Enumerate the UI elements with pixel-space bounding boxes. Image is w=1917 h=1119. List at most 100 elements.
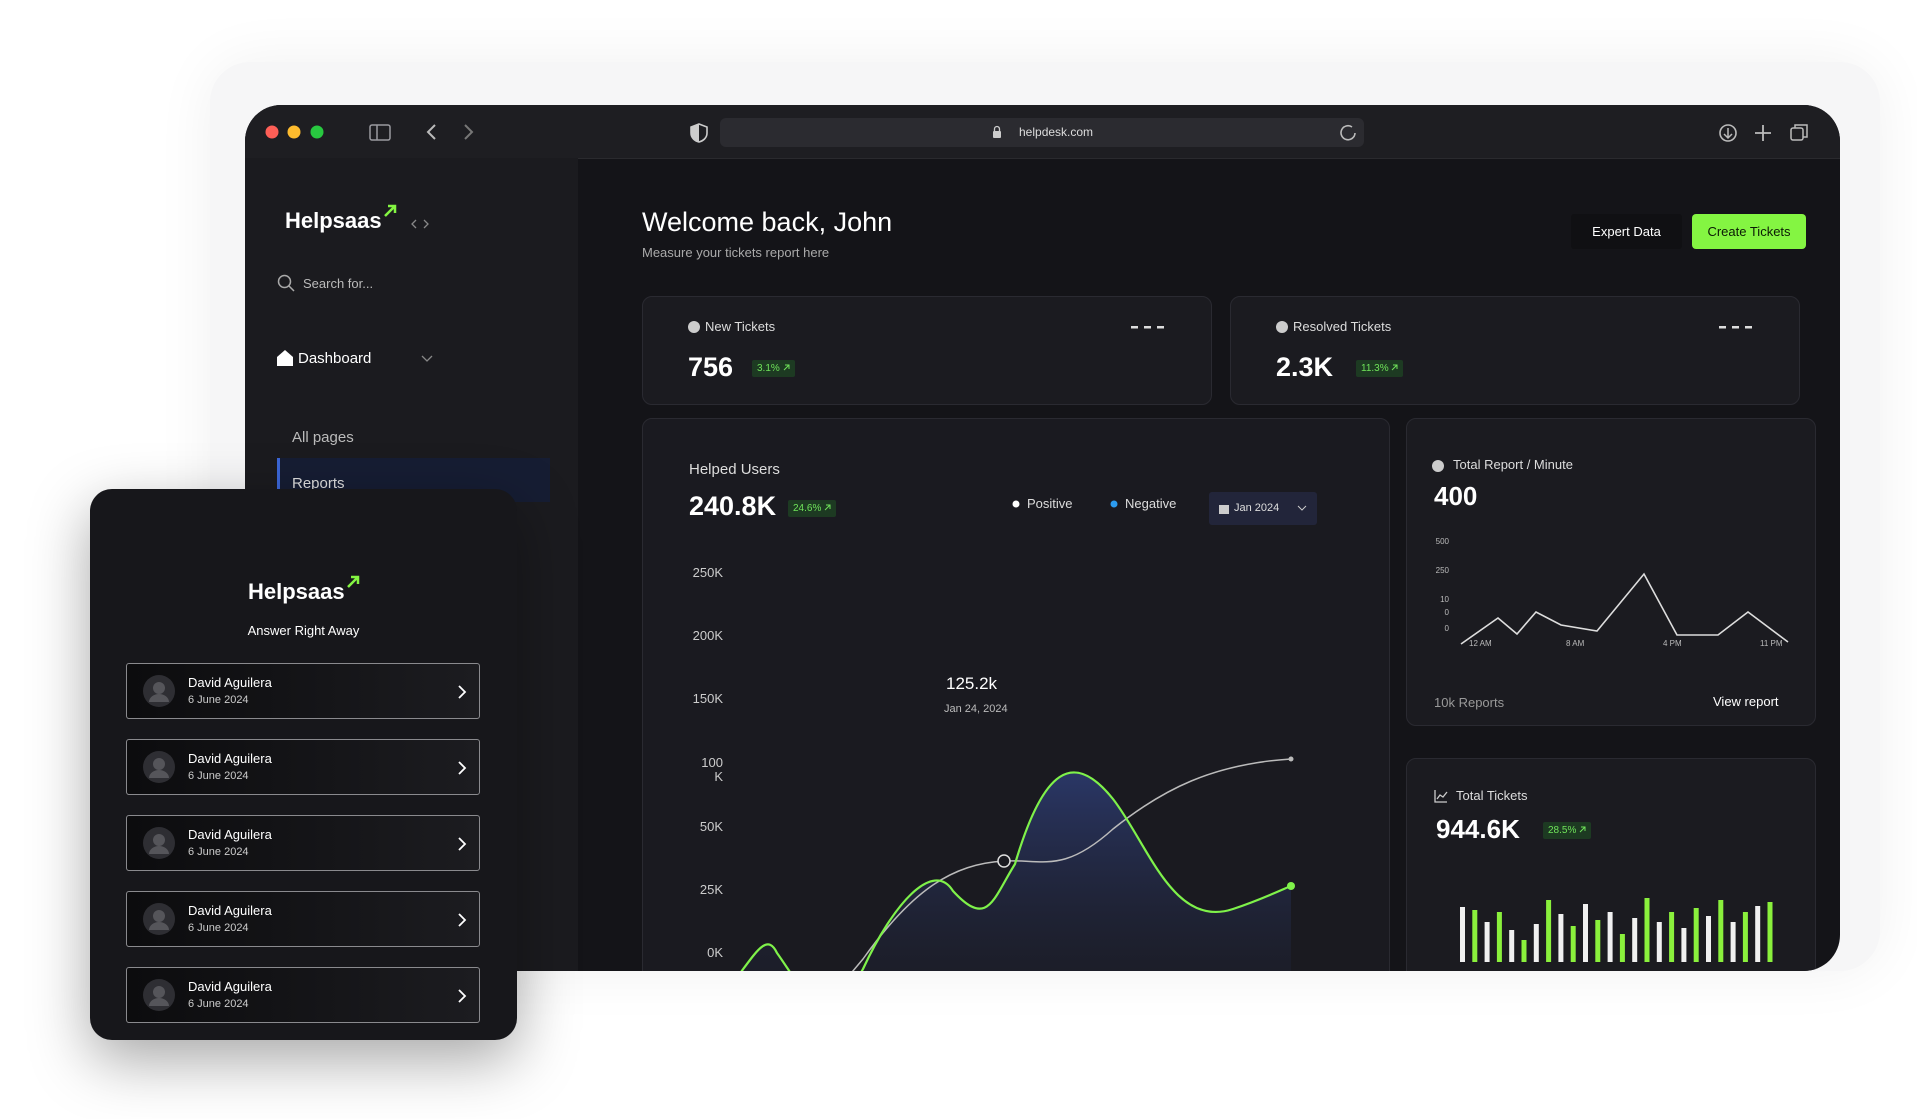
y-label: 10 [1440,595,1449,604]
ticket-bar [1570,926,1576,962]
logo-icon [384,204,397,217]
helped-users-chart [740,756,1295,971]
chevron [458,913,467,927]
ticket-date: 6 June 2024 [188,694,249,706]
chevron [458,761,467,775]
stat-label: Resolved Tickets [1293,319,1392,334]
ticket-bar [1681,928,1687,962]
legend-negative: Negative [1125,496,1177,511]
collapse-icon [411,219,429,229]
hover-point [997,854,1011,868]
ticket-bar [1742,912,1748,962]
view-report-link[interactable]: View report [1713,694,1779,709]
ticket-name: David Aguilera [188,827,272,842]
menu-dash [1157,326,1164,329]
home-icon [277,350,293,366]
ticket-bar [1521,940,1527,962]
ticket-bar [1460,907,1465,962]
change-text: 3.1% [757,363,780,374]
ticket-name: David Aguilera [188,979,272,994]
ticket-bar [1472,910,1478,962]
ticket-bar [1632,918,1638,962]
export-button[interactable]: Expert Data [1571,214,1682,249]
period-text: Jan 2024 [1234,502,1280,514]
legend-dot [1012,500,1020,508]
title-bar: helpdesk.com [245,105,1840,159]
y-label: 500 [1435,537,1449,546]
menu-dash [1131,326,1138,329]
logo-icon [347,575,360,588]
y-label: 150K [692,691,723,706]
search-icon [277,274,295,292]
ticket-bar [1595,920,1601,962]
tagline: Answer Right Away [247,623,360,638]
page-subtitle: Measure your tickets report here [642,245,830,260]
report-minute-card: Total Report / Minute 400 500 250 10 0 0 12 A… [1406,418,1816,726]
annotation-date: Jan 24, 2024 [944,703,1008,715]
stat-card: Resolved Tickets 2.3K 11.3% [1230,296,1800,405]
footer-text: 10k Reports [1434,695,1505,710]
calendar-icon [1219,505,1229,514]
arrow-icon [1579,826,1586,833]
mobile-panel: Helpsaas Answer Right Away David Aguiler… [90,489,517,1040]
card-title: Total Tickets [1456,788,1528,803]
ticket-name: David Aguilera [188,675,272,690]
x-label: 8 AM [1566,639,1585,648]
y-label: 0 [1444,624,1449,633]
logo: Helpsaas [285,208,382,233]
period-dropdown[interactable]: Jan 2024 [1209,492,1317,525]
menu-dash [1732,326,1739,329]
chevron [421,355,433,362]
menu-dash [1719,326,1726,329]
ticket-date: 6 June 2024 [188,922,249,934]
nav-section[interactable]: Dashboard [298,350,372,367]
menu-icon[interactable] [1719,326,1755,330]
create-button[interactable]: Create Tickets [1692,214,1806,249]
chart-icon [1434,790,1448,803]
ticket-bar [1755,906,1761,962]
menu-icon[interactable] [1131,326,1167,330]
chevron [458,837,467,851]
ticket-row[interactable]: David Aguilera 6 June 2024 [126,891,480,947]
y-label: 100 K [701,755,723,784]
ticket-bars [1460,898,1773,962]
browser-controls [265,118,1808,147]
stat-icon [688,321,700,333]
report-line-chart [1460,572,1789,645]
nav-item[interactable]: Reports [292,475,345,492]
ticket-row[interactable]: David Aguilera 6 June 2024 [126,663,480,719]
helped-users-card: Helped Users 240.8K 24.6% Positive Negat… [642,418,1390,971]
ticket-date: 6 June 2024 [188,770,249,782]
chevron [458,989,467,1003]
ticket-bar [1644,898,1650,962]
ticket-bar [1656,922,1662,962]
stat-icon [1276,321,1288,333]
ticket-row[interactable]: David Aguilera 6 June 2024 [126,967,480,1023]
change-text: 28.5% [1548,825,1577,836]
search-input[interactable]: Search for... [303,276,374,291]
ticket-row[interactable]: David Aguilera 6 June 2024 [126,739,480,795]
legend-positive: Positive [1027,496,1073,511]
legend-dot [1110,500,1118,508]
chevron [458,685,467,699]
end-point [1288,756,1294,762]
avatar [143,751,175,783]
x-label: 4 PM [1663,639,1682,648]
change-badge: 24.6% [788,500,837,517]
stat-value: 2.3K [1276,352,1334,382]
ticket-bar [1509,930,1515,962]
avatar [143,827,175,859]
nav-item[interactable]: All pages [292,429,354,446]
icon [1276,321,1288,333]
y-label: 250 [1435,566,1449,575]
change-badge: 28.5% [1543,822,1592,839]
ticket-bar [1583,904,1588,962]
ticket-row[interactable]: David Aguilera 6 June 2024 [126,815,480,871]
y-label: 200K [692,628,723,643]
ticket-bar [1607,912,1613,962]
ticket-bar [1706,916,1711,962]
ticket-name: David Aguilera [188,903,272,918]
card-title: Helped Users [689,461,780,478]
total-tickets-card: Total Tickets 944.6K 28.5% [1406,758,1816,971]
ticket-bar [1496,912,1502,962]
